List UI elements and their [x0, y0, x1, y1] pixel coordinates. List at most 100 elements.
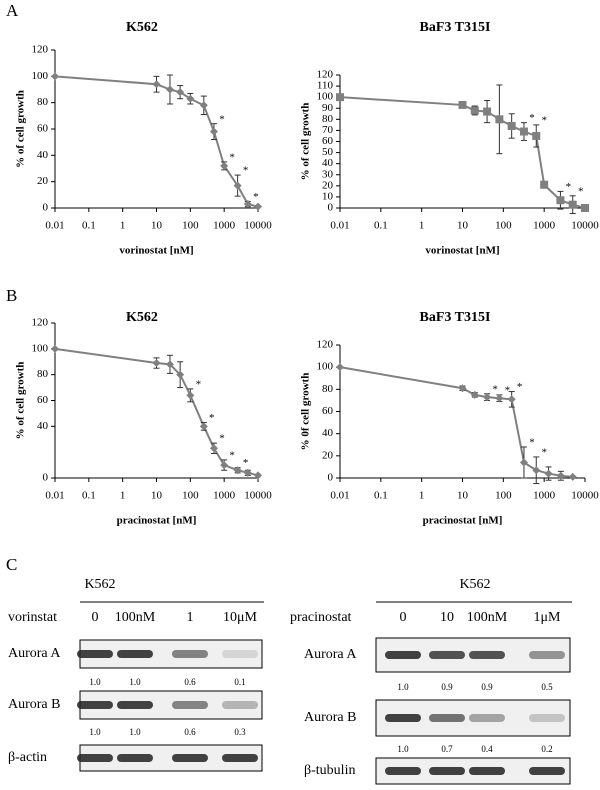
point [532, 466, 541, 475]
point [495, 115, 504, 124]
point [233, 466, 242, 475]
significance: * [566, 181, 572, 193]
x-tick-label: 10 [151, 490, 163, 502]
band [429, 651, 465, 659]
x-tick-label: 1 [120, 490, 126, 502]
x-tick-label: 0.1 [82, 490, 96, 502]
data-line [339, 366, 573, 478]
band [529, 651, 565, 659]
chart-title: K562 [126, 310, 158, 325]
y-tick-label: 30 [322, 168, 334, 180]
x-tick-label: 10000 [571, 220, 599, 232]
point [254, 202, 262, 211]
band [117, 701, 153, 709]
point [51, 344, 59, 353]
y-tick-label: 50 [322, 146, 334, 158]
treatment-label: pracinostat [290, 610, 352, 625]
quantification: 1.0 [129, 677, 141, 687]
x-tick-label: 1 [419, 220, 425, 232]
point [483, 393, 492, 402]
chart-title: K562 [126, 20, 158, 35]
point [152, 80, 161, 89]
band [529, 767, 565, 775]
point [470, 106, 479, 115]
point [336, 93, 344, 102]
point [519, 458, 528, 467]
x-axis-label: pracinostat [nM] [117, 515, 197, 527]
x-axis-label: pracinostat [nM] [423, 515, 503, 527]
point [186, 94, 195, 103]
x-tick-label: 10000 [571, 490, 599, 502]
point [233, 181, 242, 190]
significance: * [578, 185, 584, 197]
dose-label: 10 [440, 610, 454, 625]
band [77, 701, 113, 709]
y-tick-label: 90 [322, 102, 334, 114]
point [176, 370, 185, 379]
y-tick-label: 60 [37, 394, 49, 406]
y-tick-label: 0 [328, 472, 334, 484]
point [243, 468, 252, 477]
x-tick-label: 10 [457, 490, 469, 502]
band [117, 650, 153, 658]
quantification: 0.2 [541, 744, 552, 754]
point [470, 390, 479, 399]
quantification: 0.3 [234, 727, 246, 737]
significance: * [505, 384, 511, 396]
quantification: 0.7 [441, 744, 453, 754]
chart-title: BaF3 T315I [420, 310, 491, 325]
quantification: 0.9 [441, 682, 453, 692]
point [507, 121, 516, 130]
significance: * [229, 449, 235, 461]
quantification: 0.6 [184, 727, 196, 737]
dose-label: 0 [92, 610, 99, 625]
treatment-label: vorinstat [8, 610, 57, 625]
y-tick-label: 80 [37, 368, 49, 380]
y-tick-label: 120 [317, 339, 334, 351]
band [385, 651, 421, 659]
quantification: 0.5 [541, 682, 553, 692]
point [186, 391, 195, 400]
dose-label: 1 [187, 610, 194, 625]
dose-label: 100nM [115, 610, 156, 625]
quantification: 1.0 [397, 682, 409, 692]
point [556, 196, 565, 205]
point [176, 88, 185, 97]
x-tick-label: 0.1 [82, 220, 96, 232]
point [243, 200, 252, 209]
point [507, 395, 516, 404]
y-tick-label: 40 [37, 149, 49, 161]
significance: * [253, 191, 259, 203]
point [209, 444, 218, 453]
point [209, 127, 218, 136]
point [568, 200, 577, 209]
band [172, 754, 208, 762]
point [540, 180, 549, 189]
blot-title: K562 [459, 577, 490, 592]
x-tick-label: 100 [182, 220, 199, 232]
x-axis-label: vorinostat [nM] [119, 245, 193, 257]
blot-title: K562 [84, 577, 115, 592]
y-tick-label: 120 [32, 317, 49, 329]
band [172, 701, 208, 709]
point [568, 472, 577, 481]
y-axis-label: % 0f cell growth [300, 373, 312, 451]
dose-label: 0 [400, 610, 407, 625]
x-axis-label: vorinostat [nM] [425, 245, 499, 257]
band [529, 714, 565, 722]
band [172, 650, 208, 658]
point [544, 469, 553, 478]
row-label: Aurora B [8, 697, 61, 712]
panel-label: C [6, 555, 17, 574]
y-tick-label: 80 [37, 96, 49, 108]
significance: * [529, 112, 535, 124]
row-label: Aurora B [304, 710, 357, 725]
point [220, 161, 229, 170]
y-tick-label: 100 [317, 361, 334, 373]
significance: * [196, 378, 202, 390]
y-tick-label: 20 [37, 175, 49, 187]
band [429, 714, 465, 722]
point [458, 384, 467, 393]
significance: * [219, 433, 225, 445]
y-tick-label: 110 [317, 80, 334, 92]
